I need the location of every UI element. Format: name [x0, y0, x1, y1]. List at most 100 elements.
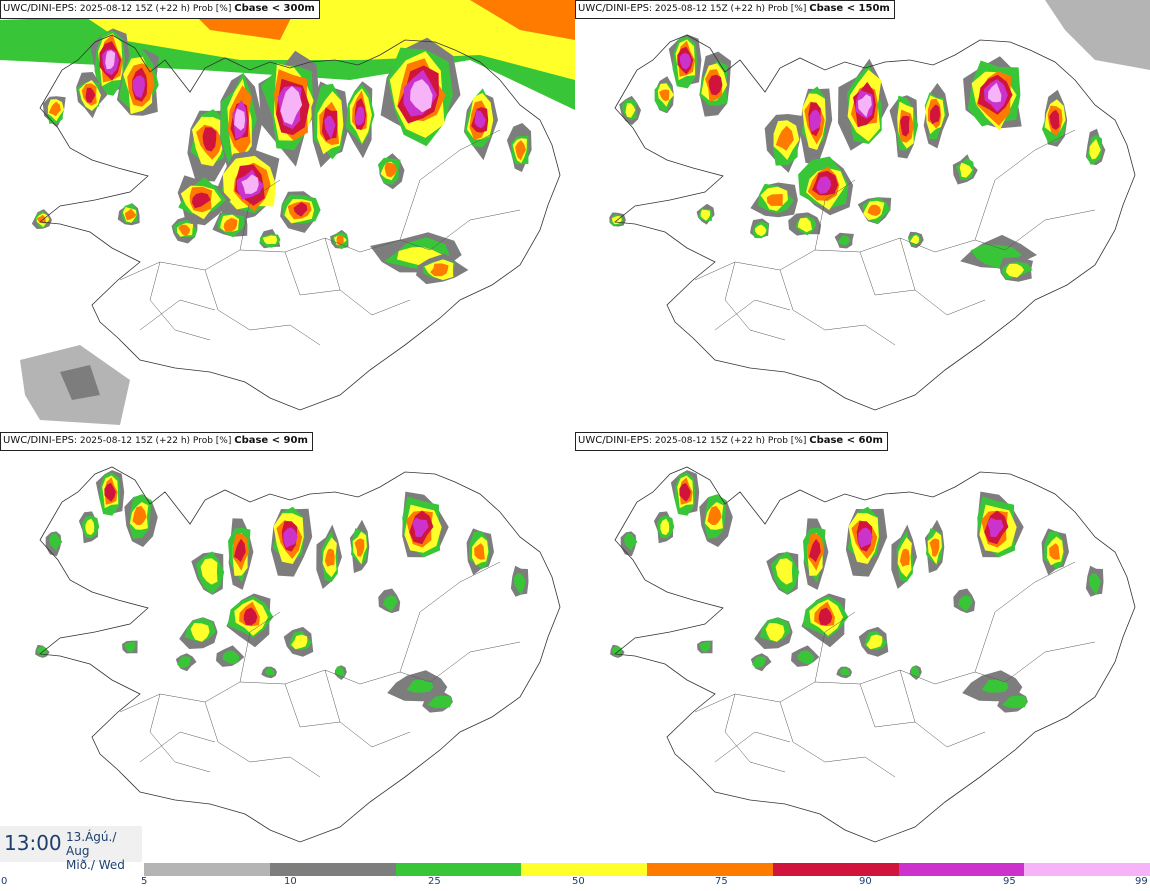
map-svg	[35, 466, 561, 843]
region-border	[899, 237, 986, 316]
prob-contour	[265, 667, 275, 676]
region-border	[139, 731, 216, 763]
prob-contour	[293, 202, 308, 217]
prob-contour	[929, 104, 941, 125]
prob-contour	[900, 115, 910, 137]
coastline	[38, 34, 561, 411]
colorbar-segment	[269, 863, 396, 876]
prob-contour	[222, 650, 240, 665]
coastline	[38, 466, 561, 843]
prob-contour	[324, 548, 335, 567]
prob-contour	[85, 518, 95, 536]
prob-contour	[474, 110, 486, 129]
region-border	[974, 129, 1076, 241]
prob-contour	[132, 505, 147, 525]
prob-contour	[282, 94, 298, 117]
prob-contour	[412, 517, 429, 537]
panel-header: UWC/DINI-EPS: 2025-08-12 15Z (+22 h) Pro…	[575, 432, 888, 451]
prob-contour	[513, 573, 526, 595]
prob-contour	[49, 533, 63, 551]
region-border	[324, 237, 411, 316]
region-border	[324, 669, 411, 748]
prob-contour	[929, 538, 940, 557]
prob-contour	[430, 263, 449, 277]
model-label: UWC/DINI-EPS	[578, 435, 649, 446]
region-border	[1004, 641, 1096, 683]
prob-contour	[1002, 695, 1027, 709]
prob-field	[60, 365, 100, 400]
prob-contour	[192, 192, 211, 209]
prob-contour	[775, 558, 793, 585]
prob-contour	[105, 50, 116, 70]
prob-contour	[202, 127, 217, 152]
colorbar-tick-label: 50	[572, 876, 585, 887]
prob-contour	[840, 667, 850, 676]
prob-contour	[708, 74, 723, 96]
prob-contour	[755, 224, 767, 237]
prob-contour	[866, 634, 883, 650]
prob-contour	[1049, 543, 1060, 560]
prob-contour	[336, 234, 344, 245]
prob-field	[1045, 0, 1150, 70]
prob-contour	[659, 89, 670, 102]
prob-contour	[384, 162, 397, 178]
prob-contour	[178, 224, 191, 237]
prob-contour	[899, 548, 910, 567]
run-meta: : 2025-08-12 15Z (+22 h) Prob [%]	[73, 436, 232, 446]
prob-contour	[124, 208, 137, 221]
prob-contour	[190, 623, 210, 642]
prob-field	[470, 0, 575, 40]
param-label: Cbase < 300m	[234, 3, 315, 14]
date-line-2: Mið./ Wed	[66, 858, 125, 872]
prob-contour	[515, 140, 526, 161]
colorbar-tick-label: 75	[715, 876, 728, 887]
colorbar-tick-label: 90	[859, 876, 872, 887]
colorbar-tick-label: 25	[428, 876, 441, 887]
model-label: UWC/DINI-EPS	[3, 435, 74, 446]
prob-contour	[177, 656, 192, 669]
region-border	[139, 299, 216, 331]
prob-contour	[611, 646, 622, 657]
prob-contour	[262, 235, 278, 245]
prob-contour	[752, 656, 767, 669]
model-label: UWC/DINI-EPS	[3, 3, 74, 14]
prob-contour	[36, 214, 47, 224]
prob-contour	[383, 595, 398, 612]
region-border	[1004, 209, 1096, 251]
prob-contour	[858, 527, 873, 548]
prob-contour	[699, 642, 711, 653]
prob-contour	[234, 538, 246, 563]
prob-contour	[406, 679, 434, 693]
prob-contour	[660, 518, 670, 536]
coastline	[613, 34, 1136, 411]
coastline	[613, 466, 1136, 843]
region-border	[399, 129, 501, 241]
prob-contour	[241, 174, 259, 194]
prob-contour	[354, 106, 365, 126]
region-border	[204, 269, 321, 346]
region-border	[779, 269, 896, 346]
prob-contour	[959, 162, 973, 178]
prob-contour	[427, 695, 452, 709]
valid-time: 13:00	[4, 831, 62, 855]
region-border	[779, 701, 896, 778]
prob-contour	[707, 505, 722, 525]
param-label: Cbase < 60m	[809, 435, 883, 446]
region-border	[859, 251, 916, 296]
prob-contour	[1089, 138, 1101, 160]
prob-contour	[988, 82, 1002, 103]
panel-header: UWC/DINI-EPS: 2025-08-12 15Z (+22 h) Pro…	[0, 0, 320, 19]
prob-contour	[354, 538, 365, 557]
region-border	[429, 209, 521, 251]
prob-contour	[234, 108, 246, 131]
panel-header: UWC/DINI-EPS: 2025-08-12 15Z (+22 h) Pro…	[575, 0, 895, 19]
region-border	[694, 669, 1006, 713]
region-border	[974, 561, 1076, 673]
prob-contour	[818, 607, 833, 626]
colorbar-tick-label: 0	[1, 876, 8, 887]
region-border	[724, 693, 786, 773]
region-border	[724, 261, 786, 341]
region-border	[149, 261, 211, 341]
region-border	[399, 561, 501, 673]
prob-contour	[700, 209, 711, 221]
